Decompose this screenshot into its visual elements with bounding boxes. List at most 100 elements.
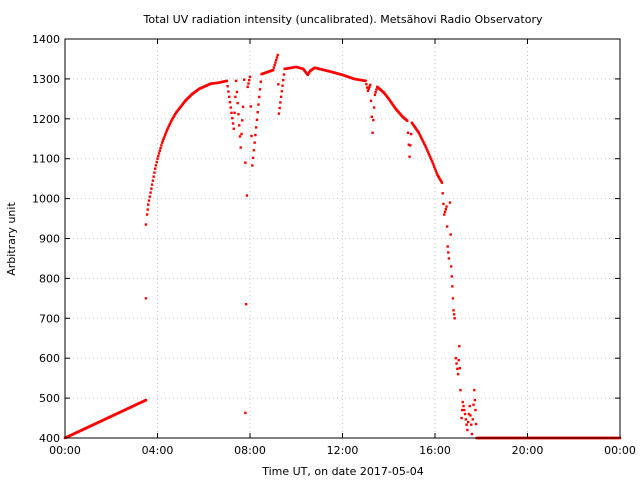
- data-point: [423, 143, 427, 147]
- data-point: [277, 83, 280, 86]
- data-point: [255, 118, 259, 121]
- data-point: [144, 398, 148, 402]
- y-tick-label: 1400: [32, 33, 60, 46]
- data-point: [465, 423, 468, 426]
- data-point: [244, 411, 247, 415]
- data-point: [166, 127, 169, 131]
- data-point: [236, 101, 239, 105]
- data-point: [241, 119, 244, 122]
- data-point: [308, 71, 311, 74]
- data-point: [272, 66, 276, 69]
- data-point: [432, 163, 435, 166]
- data-point: [282, 73, 286, 76]
- data-point: [470, 432, 474, 436]
- data-point: [276, 53, 279, 57]
- data-point: [417, 131, 421, 134]
- data-point: [149, 191, 152, 194]
- data-point: [473, 388, 476, 392]
- data-point: [157, 152, 161, 155]
- data-point: [154, 164, 158, 167]
- data-point: [253, 141, 256, 144]
- y-tick-label: 500: [39, 392, 60, 405]
- data-point: [165, 129, 168, 132]
- y-tick-label: 600: [39, 352, 60, 365]
- data-point: [460, 416, 463, 420]
- data-point: [148, 195, 151, 198]
- data-point: [251, 156, 255, 160]
- data-point: [231, 116, 234, 120]
- data-point: [240, 132, 243, 136]
- data-point: [151, 179, 155, 182]
- data-point: [371, 131, 374, 134]
- data-point: [144, 223, 148, 226]
- data-point: [457, 358, 460, 362]
- data-point: [259, 80, 262, 83]
- data-point: [449, 233, 452, 236]
- data-point: [409, 132, 413, 136]
- data-point: [235, 90, 239, 94]
- data-point: [374, 91, 377, 94]
- data-point: [445, 225, 449, 228]
- data-point: [173, 114, 176, 117]
- data-point: [425, 147, 428, 150]
- data-point: [152, 175, 155, 178]
- data-point: [279, 95, 283, 99]
- data-point: [437, 176, 441, 179]
- data-point: [451, 297, 455, 300]
- data-point: [258, 88, 262, 91]
- data-point: [146, 208, 149, 211]
- data-point: [468, 404, 471, 408]
- data-point: [426, 149, 429, 152]
- data-point: [231, 122, 235, 125]
- data-point: [229, 106, 232, 109]
- data-point: [456, 372, 460, 376]
- data-point: [429, 157, 433, 161]
- data-point: [436, 173, 439, 176]
- data-point: [447, 257, 451, 260]
- data-point: [164, 133, 167, 136]
- data-point: [422, 140, 425, 144]
- data-point: [249, 105, 252, 108]
- data-point: [440, 181, 444, 184]
- data-point: [419, 136, 423, 139]
- data-point: [159, 146, 162, 150]
- x-axis: 00:00 04:00 08:00 12:00 16:00 20:00 00:00: [49, 39, 636, 457]
- data-point: [238, 135, 242, 138]
- data-point: [372, 106, 376, 109]
- data-point: [147, 199, 151, 202]
- x-tick-label: 12:00: [327, 444, 359, 457]
- data-point: [474, 408, 477, 412]
- data-point: [171, 116, 175, 120]
- data-point: [233, 111, 236, 115]
- data-point: [174, 112, 177, 116]
- x-axis-label: Time UT, on date 2017-05-04: [261, 465, 424, 478]
- data-point: [252, 149, 256, 152]
- data-point: [424, 145, 427, 148]
- data-point: [170, 119, 173, 122]
- data-point: [172, 115, 175, 119]
- data-point: [237, 113, 240, 116]
- data-point: [369, 99, 373, 103]
- data-point: [471, 418, 474, 421]
- data-point: [244, 161, 247, 164]
- data-point: [450, 275, 453, 278]
- data-point: [280, 90, 283, 93]
- y-tick-label: 800: [39, 272, 60, 285]
- x-tick-label: 20:00: [512, 444, 544, 457]
- data-point: [431, 161, 434, 164]
- data-point: [279, 101, 282, 104]
- data-point: [273, 63, 276, 67]
- data-point: [435, 171, 438, 174]
- data-point: [168, 122, 172, 126]
- data-point: [430, 159, 434, 163]
- y-tick-label: 1000: [32, 193, 60, 206]
- data-point: [241, 105, 245, 109]
- data-point: [164, 131, 168, 134]
- data-point: [167, 126, 170, 129]
- data-point: [375, 88, 378, 91]
- data-point: [247, 82, 250, 85]
- data-point: [456, 367, 459, 371]
- data-point: [157, 154, 160, 158]
- data-point: [442, 202, 445, 206]
